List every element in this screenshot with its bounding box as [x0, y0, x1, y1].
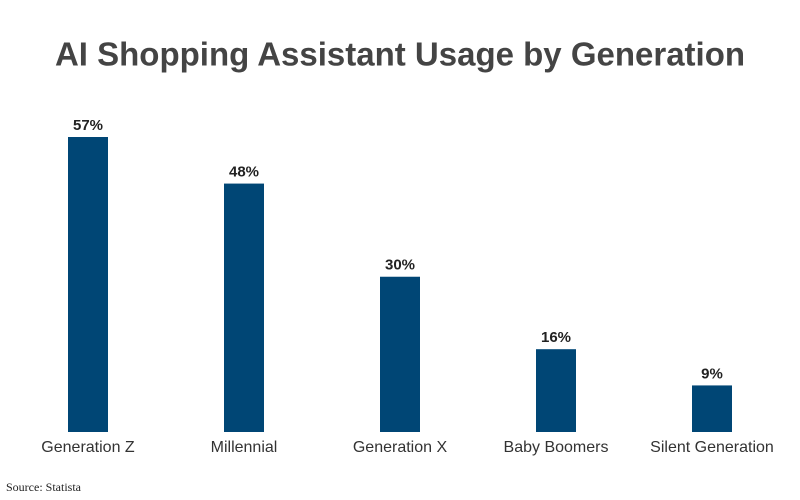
- x-tick-label: Millennial: [211, 439, 278, 456]
- value-label: 30%: [385, 257, 415, 274]
- x-tick-label: Generation Z: [41, 439, 135, 456]
- x-tick-label: Baby Boomers: [504, 439, 609, 456]
- bar: [536, 349, 576, 432]
- value-label: 57%: [73, 117, 103, 134]
- chart-title: AI Shopping Assistant Usage by Generatio…: [55, 36, 745, 73]
- value-label: 16%: [541, 329, 571, 346]
- bar: [692, 385, 732, 432]
- x-tick-label: Generation X: [353, 439, 448, 456]
- value-label: 48%: [229, 164, 259, 181]
- bar: [380, 276, 420, 432]
- bar: [224, 183, 264, 432]
- bar: [68, 137, 108, 432]
- value-label: 9%: [701, 365, 723, 382]
- source-note: Source: Statista: [6, 480, 82, 494]
- x-tick-label: Silent Generation: [650, 439, 774, 456]
